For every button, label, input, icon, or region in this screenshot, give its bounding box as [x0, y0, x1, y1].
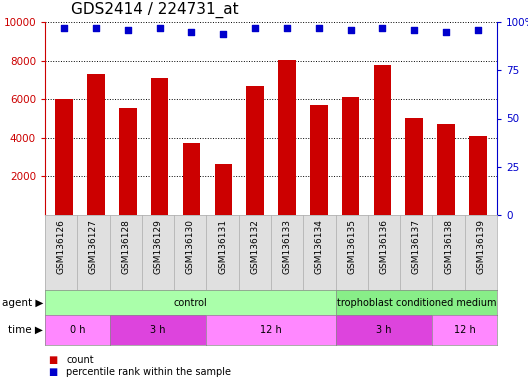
Bar	[469, 136, 487, 215]
Text: GSM136130: GSM136130	[186, 219, 195, 274]
Text: GSM136135: GSM136135	[347, 219, 356, 274]
Bar	[55, 99, 73, 215]
Bar	[278, 60, 296, 215]
Text: count: count	[66, 355, 94, 365]
Text: GSM136136: GSM136136	[380, 219, 389, 274]
Text: GDS2414 / 224731_at: GDS2414 / 224731_at	[71, 2, 239, 18]
Text: GSM136132: GSM136132	[250, 219, 259, 274]
Point	[155, 25, 164, 31]
Bar	[151, 78, 168, 215]
Text: control: control	[173, 298, 207, 308]
Text: GSM136129: GSM136129	[154, 219, 163, 274]
Point	[282, 25, 291, 31]
Bar	[87, 74, 105, 215]
Text: 12 h: 12 h	[260, 325, 282, 335]
Text: GSM136127: GSM136127	[89, 219, 98, 274]
Text: trophoblast conditioned medium: trophoblast conditioned medium	[336, 298, 496, 308]
Bar	[342, 97, 360, 215]
Bar	[437, 124, 455, 215]
Text: GSM136133: GSM136133	[282, 219, 291, 274]
Bar	[247, 86, 264, 215]
Text: 0 h: 0 h	[70, 325, 85, 335]
Text: GSM136138: GSM136138	[444, 219, 453, 274]
Point	[346, 26, 355, 33]
Point	[410, 26, 419, 33]
Text: percentile rank within the sample: percentile rank within the sample	[66, 367, 231, 377]
Point	[124, 26, 132, 33]
Point	[219, 30, 228, 36]
Bar	[119, 108, 137, 215]
Text: GSM136131: GSM136131	[218, 219, 227, 274]
Point	[315, 25, 323, 31]
Text: 3 h: 3 h	[376, 325, 392, 335]
Text: 12 h: 12 h	[454, 325, 476, 335]
Text: GSM136134: GSM136134	[315, 219, 324, 274]
Text: agent ▶: agent ▶	[2, 298, 43, 308]
Text: GSM136139: GSM136139	[476, 219, 485, 274]
Text: ■: ■	[48, 367, 57, 377]
Bar	[374, 65, 391, 215]
Text: GSM136126: GSM136126	[56, 219, 65, 274]
Bar	[214, 164, 232, 215]
Point	[187, 28, 196, 35]
Point	[92, 25, 100, 31]
Text: ■: ■	[48, 355, 57, 365]
Point	[442, 28, 450, 35]
Text: 3 h: 3 h	[150, 325, 166, 335]
Point	[474, 26, 482, 33]
Bar	[310, 105, 327, 215]
Text: GSM136137: GSM136137	[412, 219, 421, 274]
Text: time ▶: time ▶	[8, 325, 43, 335]
Point	[251, 25, 259, 31]
Point	[378, 25, 386, 31]
Point	[60, 25, 68, 31]
Bar	[183, 142, 200, 215]
Text: GSM136128: GSM136128	[121, 219, 130, 274]
Bar	[406, 118, 423, 215]
